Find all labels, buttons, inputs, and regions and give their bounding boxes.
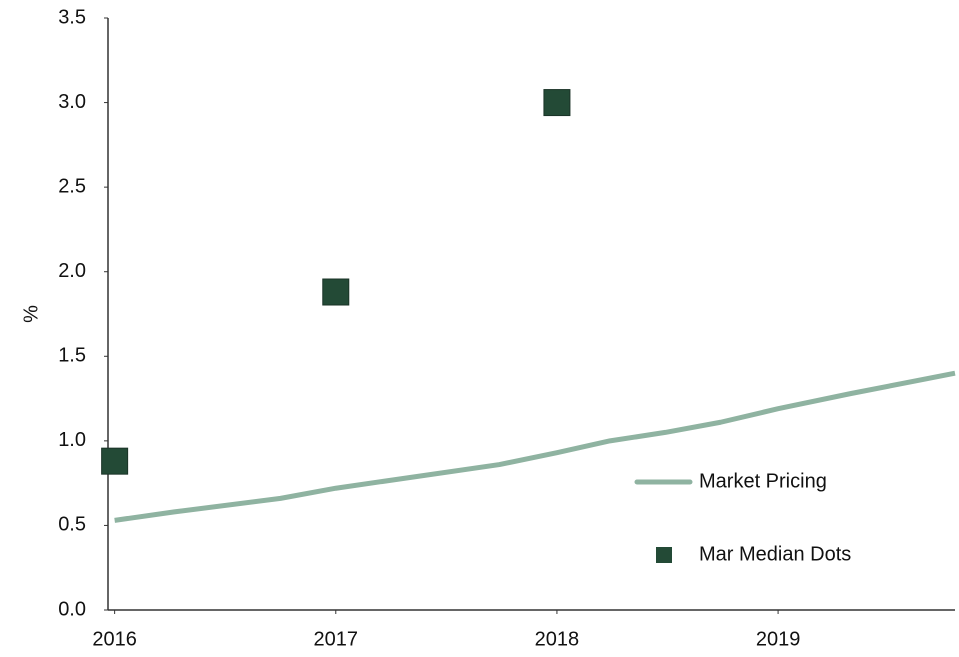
x-tick-label: 2017	[314, 628, 359, 650]
legend-label: Mar Median Dots	[699, 543, 851, 565]
dot	[322, 278, 350, 306]
x-tick-label: 2016	[92, 628, 137, 650]
dot	[101, 447, 129, 475]
y-tick-label: 1.0	[58, 429, 86, 451]
y-tick-label: 0.0	[58, 598, 86, 620]
legend-label: Market Pricing	[699, 470, 827, 492]
line-series	[114, 370, 956, 523]
y-tick-label: 3.5	[58, 6, 86, 28]
y-tick-label: 2.0	[58, 260, 86, 282]
y-tick-label: 0.5	[58, 514, 86, 536]
x-tick-label: 2019	[756, 628, 801, 650]
dot	[543, 89, 571, 117]
y-tick-label: 2.5	[58, 175, 86, 197]
y-tick-label: 1.5	[58, 345, 86, 367]
y-axis-label: %	[20, 305, 42, 323]
y-tick-label: 3.0	[58, 91, 86, 113]
x-tick-label: 2018	[535, 628, 580, 650]
legend-swatch	[656, 547, 672, 563]
